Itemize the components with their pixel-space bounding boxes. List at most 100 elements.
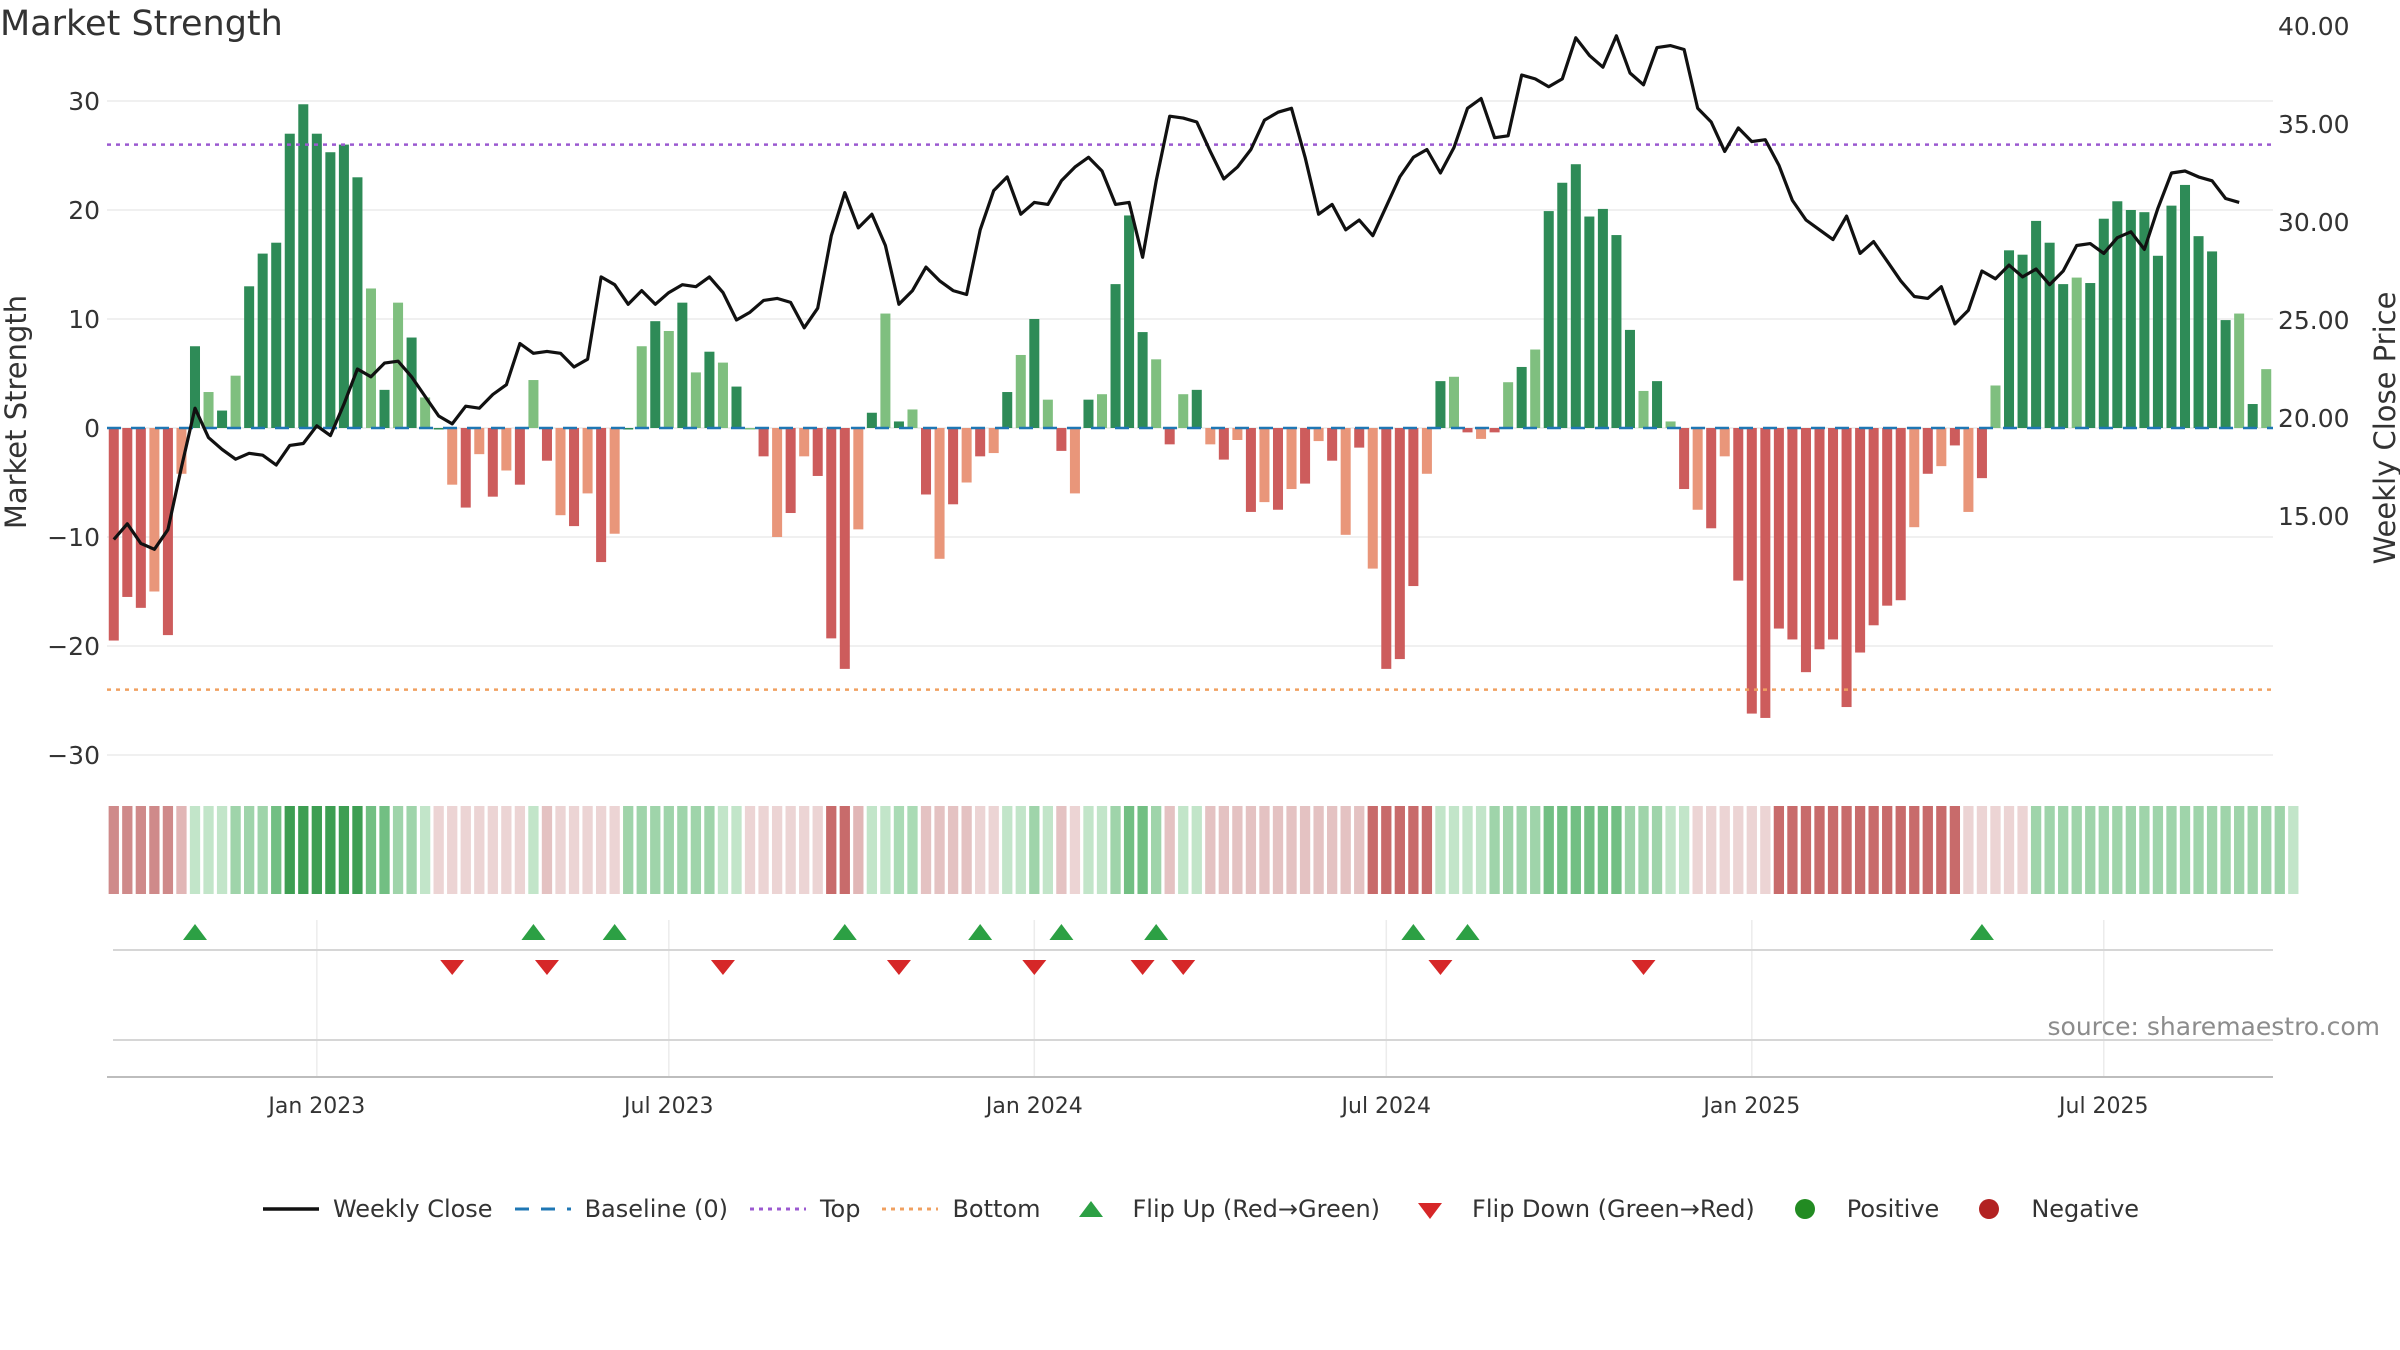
- strength-bar: [1218, 428, 1229, 460]
- regime-cell: [1191, 806, 1202, 894]
- flip-down-marker: [1428, 960, 1453, 975]
- dash-line-icon: [514, 1207, 571, 1211]
- y-left-axis-label: Market Strength: [0, 295, 33, 529]
- strength-bar: [1503, 382, 1514, 428]
- line-icon: [262, 1207, 319, 1211]
- regime-cell: [947, 806, 959, 894]
- strength-bar: [1151, 359, 1162, 428]
- strength-bar: [663, 330, 674, 428]
- regime-cell: [1367, 806, 1378, 894]
- legend-item: Baseline (0): [513, 1195, 728, 1223]
- regime-cell: [758, 806, 769, 894]
- regime-cell: [2274, 806, 2285, 894]
- regime-cell: [1909, 806, 1920, 894]
- strength-bar: [1516, 366, 1527, 428]
- chart-title: Market Strength: [0, 4, 283, 44]
- legend: Weekly Close Baseline (0) Top Bottom Flip Up…: [0, 1195, 2400, 1223]
- strength-bar: [1611, 235, 1622, 428]
- strength-bar: [1909, 428, 1920, 528]
- regime-cell: [230, 806, 241, 894]
- regime-cell: [392, 806, 404, 894]
- regime-cell: [839, 806, 850, 894]
- regime-cell: [893, 806, 905, 894]
- strength-bar: [1232, 428, 1243, 440]
- strength-bar: [1029, 319, 1040, 428]
- flip-down-marker: [440, 960, 465, 975]
- strength-bar: [1096, 394, 1108, 428]
- regime-cell: [1936, 806, 1947, 894]
- strength-bar: [501, 428, 512, 471]
- regime-cell: [1760, 806, 1771, 894]
- strength-bar: [1584, 216, 1595, 428]
- flip-down-marker: [534, 960, 559, 975]
- strength-bar: [799, 428, 810, 457]
- strength-bar: [230, 375, 241, 428]
- regime-cell: [1313, 806, 1324, 894]
- strength-bar: [1191, 389, 1202, 428]
- flip-up-marker: [521, 924, 546, 940]
- strength-bar: [189, 346, 201, 428]
- strength-bar: [2004, 250, 2015, 428]
- strength-bar: [487, 428, 498, 497]
- regime-cell: [1733, 806, 1744, 894]
- strength-bar: [1381, 428, 1392, 669]
- regime-cell: [1475, 806, 1487, 894]
- strength-bar: [772, 428, 783, 537]
- regime-cell: [487, 806, 498, 894]
- regime-cell: [1083, 806, 1094, 894]
- strength-bar: [379, 389, 390, 428]
- regime-cell: [2003, 806, 2015, 894]
- strength-bar: [2044, 242, 2055, 428]
- regime-cell: [568, 806, 580, 894]
- regime-cell: [1516, 806, 1527, 894]
- regime-cell: [1719, 806, 1730, 894]
- x-tick-label: Jul 2025: [2057, 1094, 2149, 1119]
- legend-label: Flip Up (Red→Green): [1132, 1195, 1381, 1223]
- strength-bar: [217, 410, 228, 428]
- flip-up-marker: [1455, 924, 1480, 940]
- regime-cell: [853, 806, 864, 894]
- regime-cell: [1949, 806, 1961, 894]
- strength-bar: [1069, 428, 1080, 494]
- regime-cell: [1245, 806, 1257, 894]
- regime-cell: [2193, 806, 2204, 894]
- y-right-tick-label: 35.00: [2278, 110, 2350, 139]
- regime-cell: [2098, 806, 2109, 894]
- regime-cell: [1259, 806, 1270, 894]
- strength-bars: [108, 104, 2272, 718]
- y-left-tick-label: 0: [84, 414, 100, 443]
- flip-up-marker: [602, 924, 627, 940]
- regime-cell: [176, 806, 187, 894]
- regime-cell: [1002, 806, 1013, 894]
- strength-bar: [1002, 392, 1013, 428]
- strength-bar: [555, 428, 566, 516]
- regime-cell: [460, 806, 471, 894]
- triangle-down-icon: [1418, 1203, 1443, 1219]
- flip-down-marker: [710, 960, 735, 975]
- strength-bar: [1895, 428, 1906, 601]
- legend-label: Top: [819, 1195, 861, 1223]
- regime-cell: [1272, 806, 1284, 894]
- x-tick-label: Jan 2025: [1701, 1094, 1800, 1119]
- regime-cell: [2017, 806, 2028, 894]
- legend-label: Flip Down (Green→Red): [1472, 1195, 1755, 1223]
- flip-markers: [113, 924, 2273, 975]
- strength-bar: [1828, 428, 1839, 640]
- y-left-tick-label: 30: [68, 87, 100, 116]
- strength-bar: [704, 351, 715, 428]
- regime-cell: [284, 806, 295, 894]
- strength-bar: [921, 428, 932, 495]
- regime-cell: [650, 806, 661, 894]
- regime-strip: [108, 806, 2299, 894]
- strength-bar: [2234, 313, 2245, 428]
- regime-cell: [920, 806, 932, 894]
- circle-icon: [1794, 1199, 1815, 1219]
- regime-cell: [1286, 806, 1297, 894]
- strength-bar: [1124, 215, 1135, 428]
- strength-bar: [961, 428, 972, 483]
- strength-bar: [298, 104, 309, 429]
- strength-bar: [1692, 428, 1703, 510]
- regime-cell: [2206, 806, 2218, 894]
- strength-bar: [569, 428, 580, 527]
- regime-cell: [1773, 806, 1785, 894]
